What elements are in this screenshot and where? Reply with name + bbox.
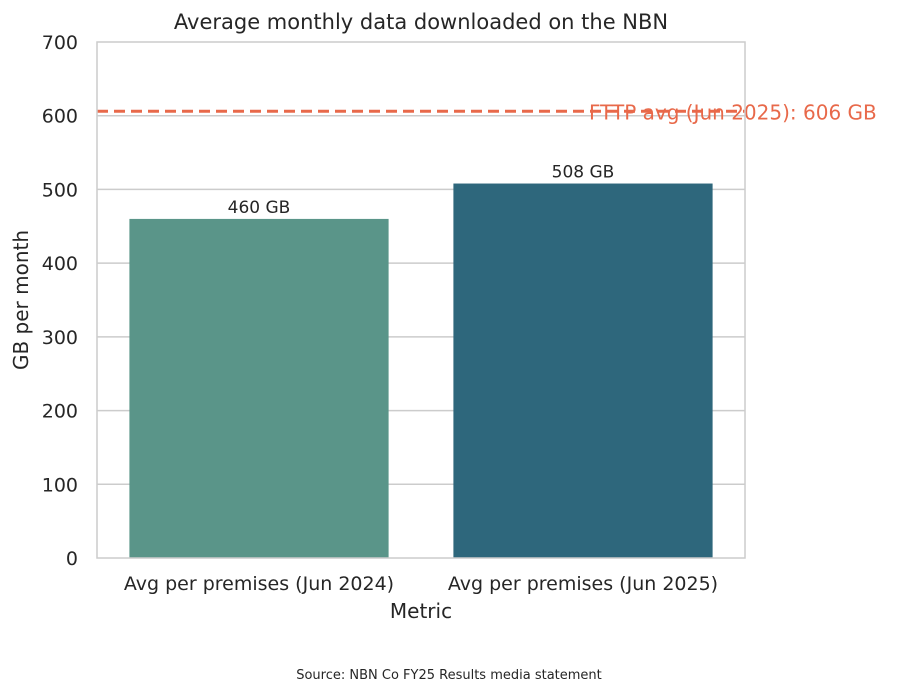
y-tick-label: 400 xyxy=(42,253,78,275)
y-tick-label: 300 xyxy=(42,327,78,349)
y-tick-label: 100 xyxy=(42,474,78,496)
y-tick-label: 200 xyxy=(42,401,78,423)
x-tick-labels: Avg per premises (Jun 2024) Avg per premi… xyxy=(124,573,718,595)
y-tick-label: 600 xyxy=(42,106,78,128)
bar-data-label: 508 GB xyxy=(552,163,615,183)
y-tick-label: 700 xyxy=(42,32,78,54)
plot-frame xyxy=(96,41,746,559)
chart-title: Average monthly data downloaded on the N… xyxy=(174,10,668,34)
bar xyxy=(129,218,389,558)
bar xyxy=(453,183,713,558)
y-axis-label: GB per month xyxy=(9,230,33,370)
y-tick-labels: 0 100 200 300 400 500 600 700 xyxy=(42,32,78,570)
bars xyxy=(129,183,713,558)
bar-data-labels: 460 GB 508 GB xyxy=(228,163,615,218)
reference-line-group: FTTP avg (Jun 2025): 606 GB xyxy=(97,100,877,124)
reference-line-label: FTTP avg (Jun 2025): 606 GB xyxy=(589,100,877,124)
x-tick-label: Avg per premises (Jun 2025) xyxy=(448,573,718,595)
bar-data-label: 460 GB xyxy=(228,198,291,218)
x-tick-label: Avg per premises (Jun 2024) xyxy=(124,573,394,595)
x-axis-label: Metric xyxy=(390,599,452,623)
y-tick-label: 500 xyxy=(42,179,78,201)
y-tick-label: 0 xyxy=(66,548,78,570)
source-note: Source: NBN Co FY25 Results media statem… xyxy=(296,668,602,683)
